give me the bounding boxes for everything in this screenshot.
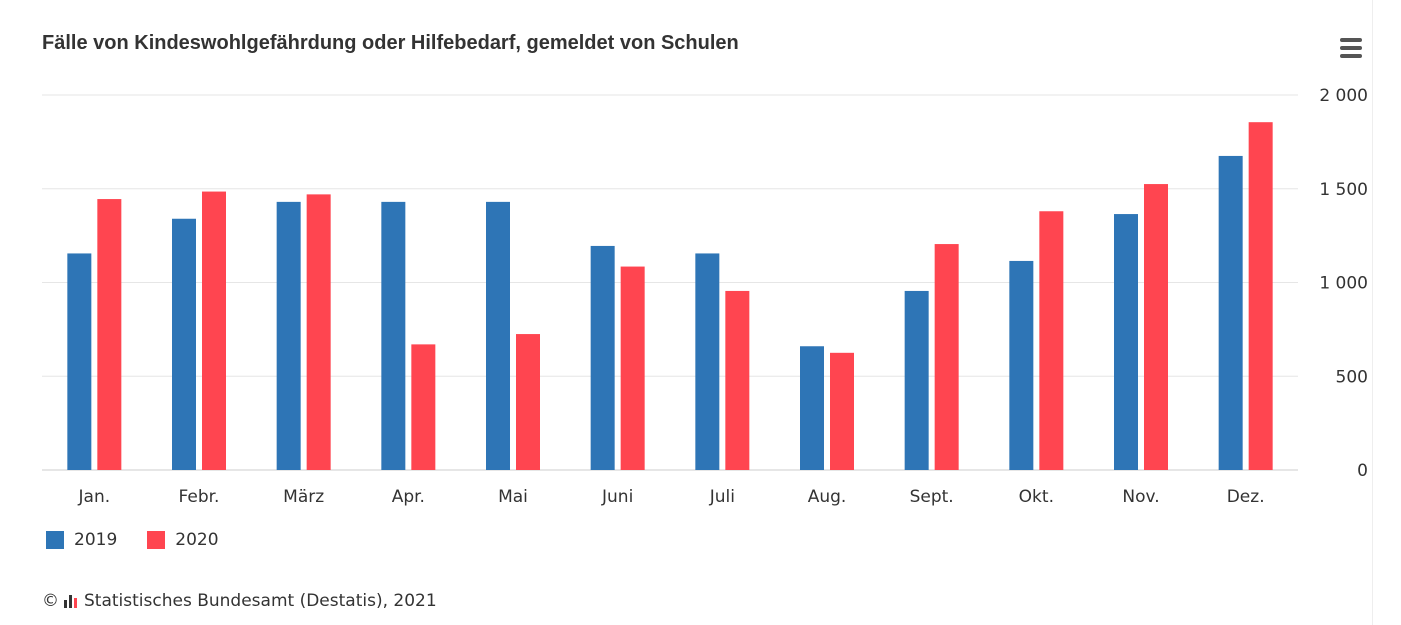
bar-2020-märz[interactable] [306,194,331,470]
bar-2019-märz[interactable] [276,201,301,470]
legend-item-2019[interactable]: 2019 [46,530,117,550]
bar-2019-dez[interactable] [1218,155,1243,470]
bars [67,122,1273,470]
bar-2019-aug[interactable] [800,346,824,470]
x-tick-label: Apr. [392,487,425,507]
hamburger-menu-icon [1340,38,1362,42]
bar-2020-apr[interactable] [411,344,436,470]
y-tick-label: 0 [1357,461,1368,481]
page-right-border [1372,0,1373,625]
chart-title: Fälle von Kindeswohlgefährdung oder Hilf… [42,32,739,54]
x-tick-label: März [283,487,324,507]
bar-2020-juli[interactable] [725,290,750,470]
y-tick-label: 2 000 [1319,86,1368,106]
bar-2019-sept[interactable] [904,290,929,470]
bar-2019-nov[interactable] [1114,214,1138,470]
x-tick-label: Mai [498,487,528,507]
y-tick-label: 1 500 [1319,180,1368,200]
bar-2019-mai[interactable] [486,201,510,470]
x-tick-label: Dez. [1227,487,1265,507]
bar-2020-mai[interactable] [516,334,540,470]
y-tick-label: 500 [1336,367,1368,387]
bar-2020-juni[interactable] [620,266,645,470]
bar-2019-jan[interactable] [67,253,92,470]
x-tick-label: Aug. [808,487,847,507]
y-tick-label: 1 000 [1319,274,1368,294]
bar-2020-sept[interactable] [934,244,959,470]
y-axis-ticks: 0 500 1 000 1 500 2 000 [1319,86,1368,481]
bar-2020-nov[interactable] [1144,184,1168,470]
bar-2019-juli[interactable] [695,253,720,470]
legend-label-2020: 2020 [175,530,219,550]
x-axis-ticks: Jan. Febr. März Apr. Mai Juni Juli Aug. Sept. Okt… [78,487,1265,507]
credits[interactable]: © Statistisches Bundesamt (Destatis), 20… [42,591,437,611]
bar-2019-febr[interactable] [172,218,196,470]
x-tick-label: Okt. [1019,487,1054,507]
x-tick-label: Febr. [179,487,220,507]
copyright-symbol: © [42,591,59,611]
x-tick-label: Sept. [910,487,954,507]
bar-2019-okt[interactable] [1009,260,1034,470]
legend-label-2019: 2019 [74,530,118,550]
bar-2020-aug[interactable] [830,352,854,470]
bar-2020-jan[interactable] [97,199,122,470]
x-tick-label: Juni [601,487,633,507]
bar-2019-juni[interactable] [590,245,615,470]
destatis-logo-icon [63,594,80,608]
credits-text: Statistisches Bundesamt (Destatis), 2021 [84,591,437,611]
bar-2019-apr[interactable] [381,201,406,470]
legend: 2019 2020 [46,530,219,550]
grid-lines [42,94,1298,471]
legend-swatch-2020 [147,531,166,549]
chart-menu-button[interactable] [1336,36,1366,60]
bar-2020-okt[interactable] [1039,211,1064,470]
bar-2020-dez[interactable] [1248,122,1273,470]
legend-swatch-2019 [46,531,64,549]
x-tick-label: Jan. [78,487,111,507]
x-tick-label: Juli [709,487,735,507]
legend-item-2020[interactable]: 2020 [147,530,219,550]
bar-2020-febr[interactable] [202,191,226,470]
x-tick-label: Nov. [1122,487,1159,507]
